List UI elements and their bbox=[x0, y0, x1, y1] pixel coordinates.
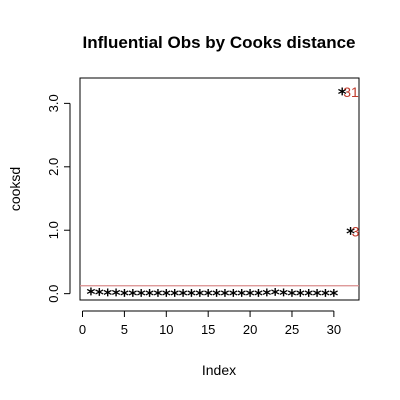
data-point: * bbox=[95, 285, 104, 305]
point-annotation: 31 bbox=[343, 84, 359, 100]
y-axis-label: cooksd bbox=[7, 167, 23, 211]
point-annotations: 31 3 bbox=[343, 84, 359, 240]
data-point: * bbox=[195, 287, 204, 307]
data-point: * bbox=[145, 287, 154, 307]
data-point: * bbox=[204, 287, 213, 307]
data-point: * bbox=[313, 287, 322, 307]
x-tick-label: 15 bbox=[201, 322, 215, 337]
x-tick-label: 10 bbox=[159, 322, 173, 337]
y-tick-label: 1.0 bbox=[46, 221, 61, 239]
data-point: * bbox=[296, 287, 305, 307]
data-point: * bbox=[254, 287, 263, 307]
data-point: * bbox=[179, 287, 188, 307]
y-axis: 0.0 1.0 2.0 3.0 bbox=[46, 94, 71, 303]
chart-title: Influential Obs by Cooks distance bbox=[83, 33, 356, 52]
data-point: * bbox=[237, 287, 246, 307]
data-point: * bbox=[120, 287, 129, 307]
data-points: * * * * * * * * * * * * * * * * * * * * * * * * * * * * * *** bbox=[86, 85, 355, 307]
data-point: * bbox=[103, 286, 112, 306]
x-tick-label: 5 bbox=[121, 322, 128, 337]
y-tick-label: 3.0 bbox=[46, 94, 61, 112]
data-point: * bbox=[221, 287, 230, 307]
data-point: * bbox=[262, 286, 271, 306]
point-annotation: 3 bbox=[352, 223, 360, 239]
x-tick-label: 20 bbox=[243, 322, 257, 337]
data-point: * bbox=[137, 287, 146, 307]
data-point: * bbox=[271, 285, 280, 305]
x-tick-label: 25 bbox=[285, 322, 299, 337]
x-tick-label: 30 bbox=[327, 322, 341, 337]
data-point: * bbox=[153, 287, 162, 307]
data-point: * bbox=[162, 287, 171, 307]
data-point: * bbox=[170, 287, 179, 307]
data-point: * bbox=[329, 287, 338, 307]
data-point: * bbox=[321, 287, 330, 307]
data-point: * bbox=[112, 286, 121, 306]
y-tick-label: 2.0 bbox=[46, 158, 61, 176]
x-axis-label: Index bbox=[202, 362, 236, 378]
data-point: * bbox=[304, 287, 313, 307]
data-point: * bbox=[288, 287, 297, 307]
data-point: * bbox=[86, 285, 95, 305]
data-point: * bbox=[212, 287, 221, 307]
x-tick-label: 0 bbox=[79, 322, 86, 337]
data-point: * bbox=[246, 287, 255, 307]
data-point: * bbox=[128, 287, 137, 307]
data-point: * bbox=[346, 224, 355, 244]
y-tick-label: 0.0 bbox=[46, 285, 61, 303]
data-point: * bbox=[187, 287, 196, 307]
plot-area-border bbox=[79, 77, 360, 301]
data-point: * bbox=[279, 286, 288, 306]
data-point: * bbox=[338, 85, 347, 105]
data-point: * bbox=[229, 287, 238, 307]
x-axis: 0 5 10 15 20 25 30 bbox=[79, 310, 341, 337]
